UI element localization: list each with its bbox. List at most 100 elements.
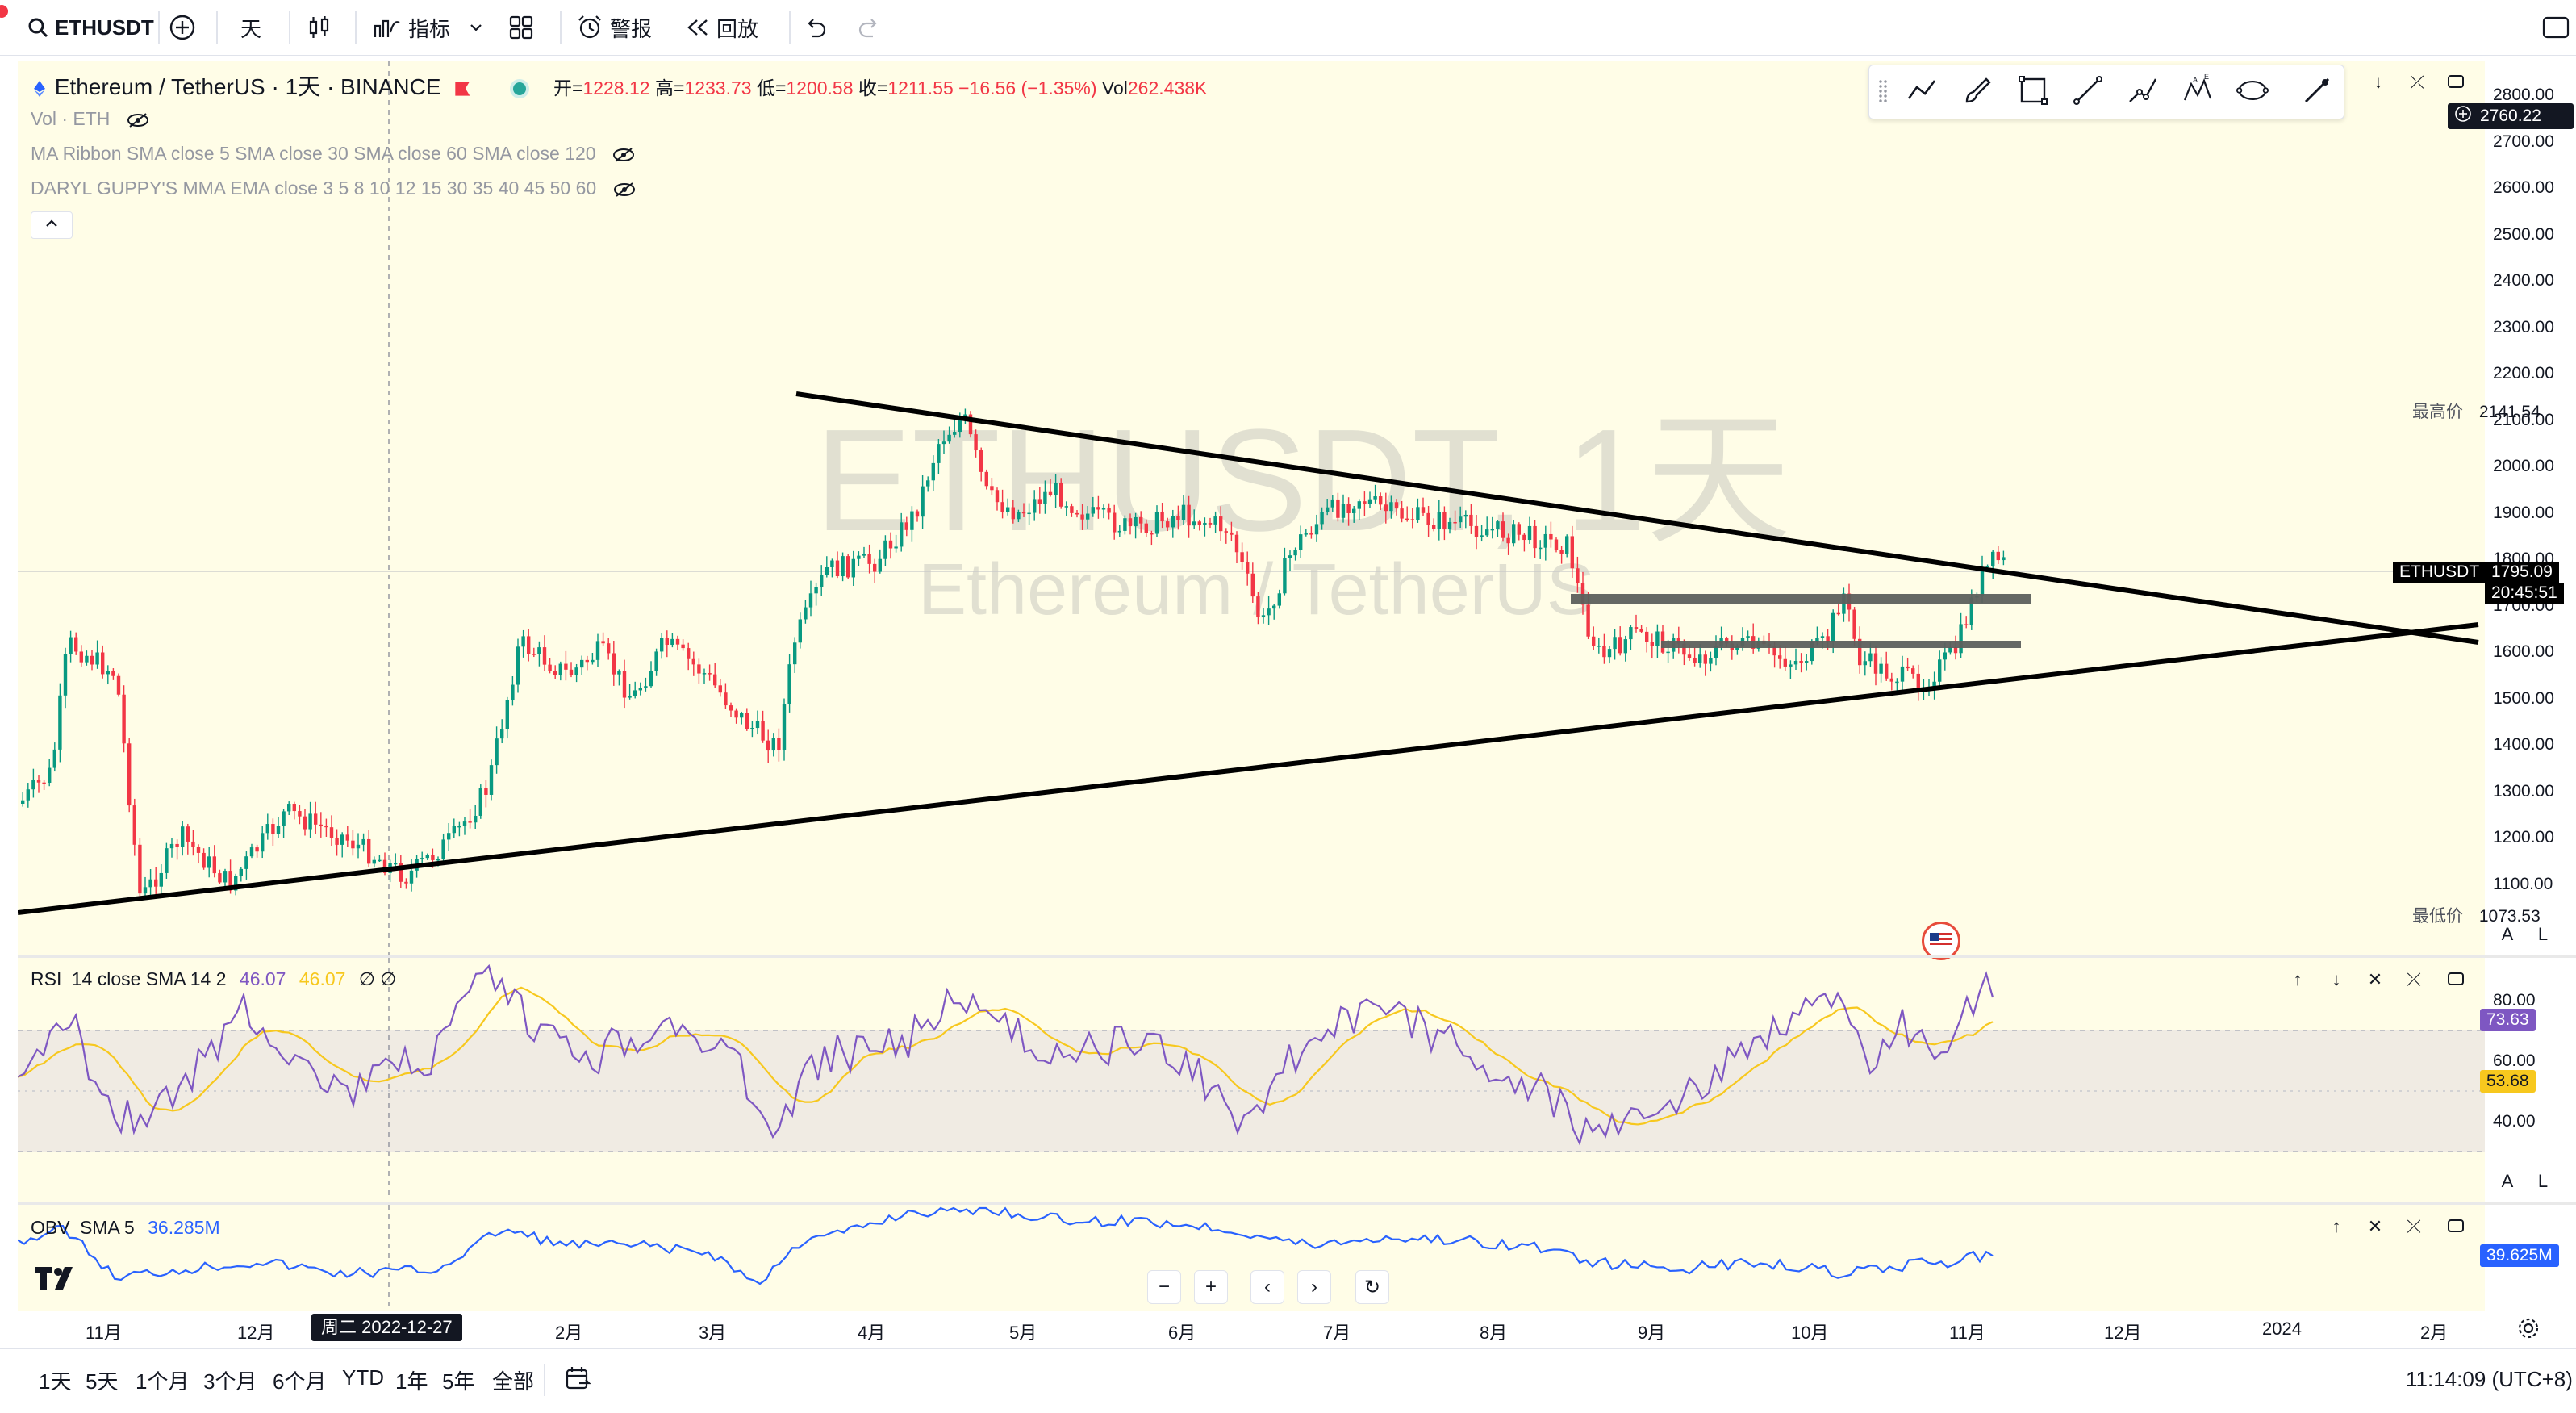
- candle-body: [351, 840, 355, 849]
- log-scale-button[interactable]: L: [2537, 924, 2549, 944]
- symbol-search-button[interactable]: ETHUSDT: [27, 10, 154, 45]
- news-flag-icon[interactable]: [1922, 922, 1960, 960]
- line-tool-icon[interactable]: [2072, 74, 2104, 107]
- calendar-goto-icon: [565, 1367, 592, 1396]
- trend-tool-icon[interactable]: [1906, 74, 1938, 107]
- chart-type-button[interactable]: [307, 10, 332, 45]
- drawing-toolbar: [1868, 65, 2344, 119]
- fullscreen-button[interactable]: [2541, 10, 2570, 45]
- settings-icon[interactable]: [2517, 1317, 2540, 1344]
- indicators-button[interactable]: 指标: [373, 10, 482, 45]
- compare-symbol-button[interactable]: [168, 10, 197, 45]
- timeframe-button[interactable]: 5年: [442, 1369, 475, 1394]
- collapse-legend-button[interactable]: [31, 211, 73, 239]
- zoom-out-button[interactable]: −: [1147, 1270, 1181, 1304]
- rsi-legend[interactable]: RSI 14 close SMA 14 2 46.07 46.07 ∅ ∅: [31, 968, 396, 990]
- move-down-pane-button[interactable]: ↓: [2322, 965, 2351, 994]
- timeframe-button[interactable]: 3个月: [203, 1369, 257, 1394]
- candle-body: [718, 685, 722, 693]
- candle-body: [1618, 637, 1622, 654]
- alert-button[interactable]: 警报: [576, 10, 652, 45]
- path-tool-icon[interactable]: [2127, 74, 2159, 107]
- candle-body: [569, 669, 574, 675]
- timeframe-button[interactable]: 1年: [395, 1369, 428, 1394]
- last-price-tag: ETHUSDT 1795.09 20:45:51: [2393, 560, 2567, 605]
- zoom-in-button[interactable]: +: [1194, 1270, 1228, 1304]
- lower-trendline: [18, 622, 2479, 915]
- ellipse-tool-icon[interactable]: [2236, 74, 2269, 107]
- log-scale-button[interactable]: L: [2537, 1171, 2549, 1191]
- obv-chart[interactable]: [18, 1205, 2485, 1310]
- price-chart[interactable]: [18, 61, 2486, 957]
- candle-body: [191, 841, 195, 847]
- scroll-right-button[interactable]: ›: [1297, 1270, 1331, 1304]
- candle-body: [1490, 529, 1494, 531]
- scroll-left-button[interactable]: ‹: [1250, 1270, 1284, 1304]
- pane-separator[interactable]: [18, 1202, 2485, 1205]
- time-axis-label: 5月: [1009, 1323, 1037, 1343]
- maximize-pane-button[interactable]: [2441, 1212, 2470, 1241]
- ma-ribbon-legend[interactable]: MA Ribbon SMA close 5 SMA close 30 SMA c…: [31, 143, 635, 165]
- timeframe-button[interactable]: 1个月: [136, 1369, 190, 1394]
- rsi-chart[interactable]: [18, 958, 2485, 1200]
- candle-body: [766, 740, 770, 751]
- move-up-pane-button[interactable]: ↑: [2322, 1212, 2351, 1241]
- brush-tool-icon[interactable]: [1962, 74, 1994, 107]
- rectangle-tool-icon[interactable]: [2017, 74, 2049, 107]
- symbol-legend[interactable]: Ethereum / TetherUS · 1天 · BINANCE: [31, 69, 527, 102]
- candle-body: [143, 887, 148, 894]
- candle-body: [734, 710, 738, 718]
- candle-body: [825, 566, 829, 575]
- price-axis[interactable]: [2486, 56, 2576, 952]
- timeframe-button[interactable]: 1天: [39, 1369, 72, 1394]
- undo-button[interactable]: [804, 10, 828, 45]
- candle-body: [1037, 499, 1042, 504]
- move-down-pane-button[interactable]: ↓: [2364, 68, 2393, 97]
- interval-button[interactable]: 天: [240, 10, 261, 45]
- guppy-mma-legend[interactable]: DARYL GUPPY'S MMA EMA close 3 5 8 10 12 …: [31, 178, 636, 199]
- clock-timezone[interactable]: 11:14:09 (UTC+8): [2406, 1367, 2573, 1391]
- eye-hidden-icon[interactable]: [613, 178, 636, 199]
- add-circle-icon[interactable]: [2454, 105, 2472, 128]
- bar-countdown: 20:45:51: [2485, 583, 2564, 604]
- reset-chart-button[interactable]: ↻: [1355, 1270, 1389, 1304]
- candle-body: [622, 671, 627, 698]
- date-range-button[interactable]: [565, 1365, 592, 1397]
- timeframe-button[interactable]: 全部: [492, 1369, 535, 1394]
- volume-indicator-legend[interactable]: Vol · ETH: [31, 108, 149, 130]
- collapse-pane-button[interactable]: ⤫: [2399, 965, 2428, 994]
- low-value: 1200.58: [786, 77, 854, 98]
- watermark-title: ETHUSDT, 1天: [815, 399, 1792, 562]
- auto-scale-button[interactable]: A: [2501, 924, 2514, 944]
- measure-tool-icon[interactable]: [2301, 74, 2333, 107]
- auto-scale-button[interactable]: A: [2501, 1171, 2514, 1191]
- maximize-pane-button[interactable]: [2441, 68, 2470, 97]
- candle-body: [830, 560, 834, 567]
- candle-body: [1384, 504, 1388, 512]
- timeframe-button[interactable]: YTD: [342, 1365, 384, 1390]
- obv-legend[interactable]: OBV SMA 5 36.285M: [31, 1217, 220, 1239]
- price-axis-label: 2300.00: [2493, 317, 2554, 337]
- candle-body: [516, 646, 520, 685]
- redo-button[interactable]: [857, 10, 881, 45]
- layouts-button[interactable]: [508, 10, 534, 45]
- eye-hidden-icon[interactable]: [612, 143, 635, 164]
- candle-body: [106, 671, 110, 675]
- flag-icon: [455, 81, 470, 96]
- maximize-pane-button[interactable]: [2441, 965, 2470, 994]
- replay-button[interactable]: 回放: [686, 10, 758, 45]
- move-up-pane-button[interactable]: ↑: [2283, 965, 2312, 994]
- drag-handle-icon[interactable]: [1878, 79, 1888, 103]
- remove-pane-button[interactable]: ✕: [2361, 1212, 2390, 1241]
- candle-body: [1565, 536, 1569, 554]
- timeframe-button[interactable]: 6个月: [273, 1369, 327, 1394]
- timeframe-button[interactable]: 5天: [86, 1369, 119, 1394]
- collapse-pane-button[interactable]: ⤫: [2399, 1212, 2428, 1241]
- remove-pane-button[interactable]: ✕: [2361, 965, 2390, 994]
- candle-body: [649, 671, 653, 687]
- pane-separator[interactable]: [18, 955, 2485, 958]
- candle-body: [1512, 524, 1516, 544]
- collapse-pane-button[interactable]: ⤫: [2403, 68, 2432, 97]
- eye-hidden-icon[interactable]: [127, 108, 149, 129]
